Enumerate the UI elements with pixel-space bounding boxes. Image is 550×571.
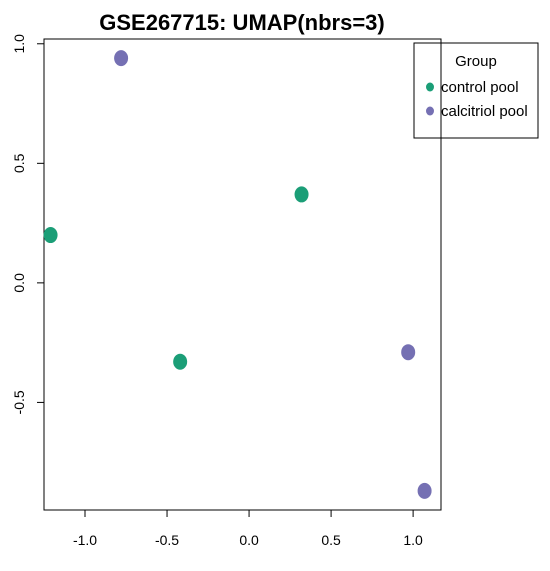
y-tick-label: 0.0 xyxy=(11,273,27,293)
legend-marker xyxy=(426,82,434,92)
y-tick-label: 1.0 xyxy=(11,34,27,54)
data-point xyxy=(173,353,188,370)
legend-label: control pool xyxy=(441,79,519,96)
legend-items: control pool calcitriol pool xyxy=(426,79,528,120)
y-axis: -0.5 0.0 0.5 1.0 xyxy=(11,34,44,414)
x-tick-label: 0.5 xyxy=(321,532,341,548)
x-tick-label: 1.0 xyxy=(403,532,423,548)
x-tick-label: -1.0 xyxy=(73,532,97,548)
data-point xyxy=(401,344,416,361)
legend-title: Group xyxy=(455,53,497,70)
data-point xyxy=(114,50,129,67)
chart-title: GSE267715: UMAP(nbrs=3) xyxy=(99,10,385,35)
x-tick-label: 0.0 xyxy=(239,532,259,548)
data-points-layer xyxy=(43,50,432,499)
data-point xyxy=(417,482,432,499)
x-axis: -1.0 -0.5 0.0 0.5 1.0 xyxy=(73,510,423,548)
x-tick-label: -0.5 xyxy=(155,532,179,548)
legend-label: calcitriol pool xyxy=(441,103,528,120)
data-point xyxy=(43,227,58,244)
data-point xyxy=(294,186,309,203)
plot-area-frame xyxy=(43,38,442,511)
y-tick-label: 0.5 xyxy=(11,153,27,173)
y-tick-label: -0.5 xyxy=(11,390,27,414)
legend: Group control pool calcitriol pool xyxy=(413,42,539,139)
legend-box xyxy=(413,42,539,139)
legend-marker xyxy=(426,106,434,116)
